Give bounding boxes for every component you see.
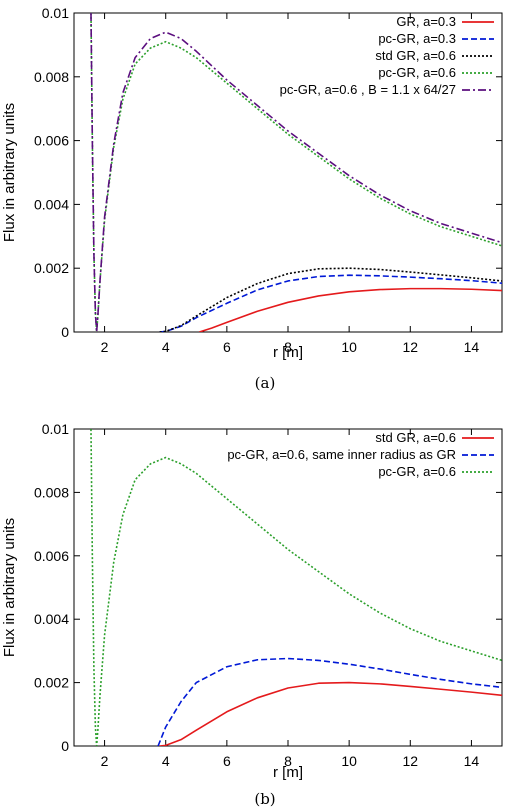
series-line: [90, 13, 502, 332]
x-tick-label: 10: [341, 753, 357, 769]
y-tick-label: 0.002: [34, 260, 69, 276]
series-line: [199, 287, 502, 332]
x-tick-label: 4: [162, 339, 170, 355]
x-tick-label: 2: [101, 339, 109, 355]
x-tick-label: 2: [101, 753, 109, 769]
x-tick-label: 12: [402, 339, 418, 355]
legend-label: pc-GR, a=0.6 , B = 1.1 x 64/27: [280, 82, 456, 97]
legend-label: pc-GR, a=0.6: [378, 65, 456, 80]
y-tick-label: 0.006: [34, 548, 69, 564]
y-axis-label: Flux in arbitrary units: [1, 103, 18, 242]
series-line: [90, 429, 502, 746]
x-tick-label: 14: [464, 339, 480, 355]
plot-area: [90, 13, 502, 332]
y-tick-label: 0.008: [34, 69, 69, 85]
y-tick-label: 0.008: [34, 484, 69, 500]
x-tick-label: 8: [284, 753, 292, 769]
legend-label: pc-GR, a=0.3: [378, 31, 456, 46]
chart-a: 2 4 6 8 10 12 14 0 0.002 0.004 0.006 0.008 0.01 r [m]…: [1, 5, 503, 392]
legend-label: GR, a=0.3: [396, 14, 456, 29]
x-tick-label: 4: [162, 753, 170, 769]
y-tick-label: 0: [61, 738, 69, 754]
x-tick-label: 6: [223, 753, 231, 769]
series-line: [159, 681, 502, 746]
x-axis-label: r [m]: [273, 344, 303, 361]
y-tick-label: 0.01: [42, 5, 69, 21]
x-tick-label: 12: [402, 753, 418, 769]
y-tick-label: 0.004: [34, 611, 69, 627]
legend-label: std GR, a=0.6: [375, 48, 456, 63]
y-tick-label: 0.006: [34, 133, 69, 149]
legend-label: pc-GR, a=0.6: [378, 464, 456, 479]
figure-caption: (a): [255, 374, 276, 392]
y-tick-label: 0.01: [42, 421, 69, 437]
legend-label: pc-GR, a=0.6, same inner radius as GR: [227, 447, 456, 462]
series-line: [159, 274, 502, 332]
y-tick-label: 0.004: [34, 196, 69, 212]
y-tick-label: 0: [61, 324, 69, 340]
series-line: [90, 13, 502, 332]
x-axis-label: r [m]: [273, 764, 303, 781]
series-line: [159, 267, 502, 332]
x-tick-label: 6: [223, 339, 231, 355]
legend-label: std GR, a=0.6: [375, 430, 456, 445]
x-tick-label: 10: [341, 339, 357, 355]
y-axis-label: Flux in arbitrary units: [1, 518, 18, 657]
x-tick-label: 14: [464, 753, 480, 769]
series-line: [157, 657, 502, 746]
figure-caption: (b): [254, 790, 275, 808]
x-tick-label: 8: [284, 339, 292, 355]
chart-b: 2 4 6 8 10 12 14 0 0.002 0.004 0.006 0.008 0.01 r [m]…: [1, 421, 503, 808]
y-tick-label: 0.002: [34, 675, 69, 691]
plot-area: [90, 429, 502, 746]
